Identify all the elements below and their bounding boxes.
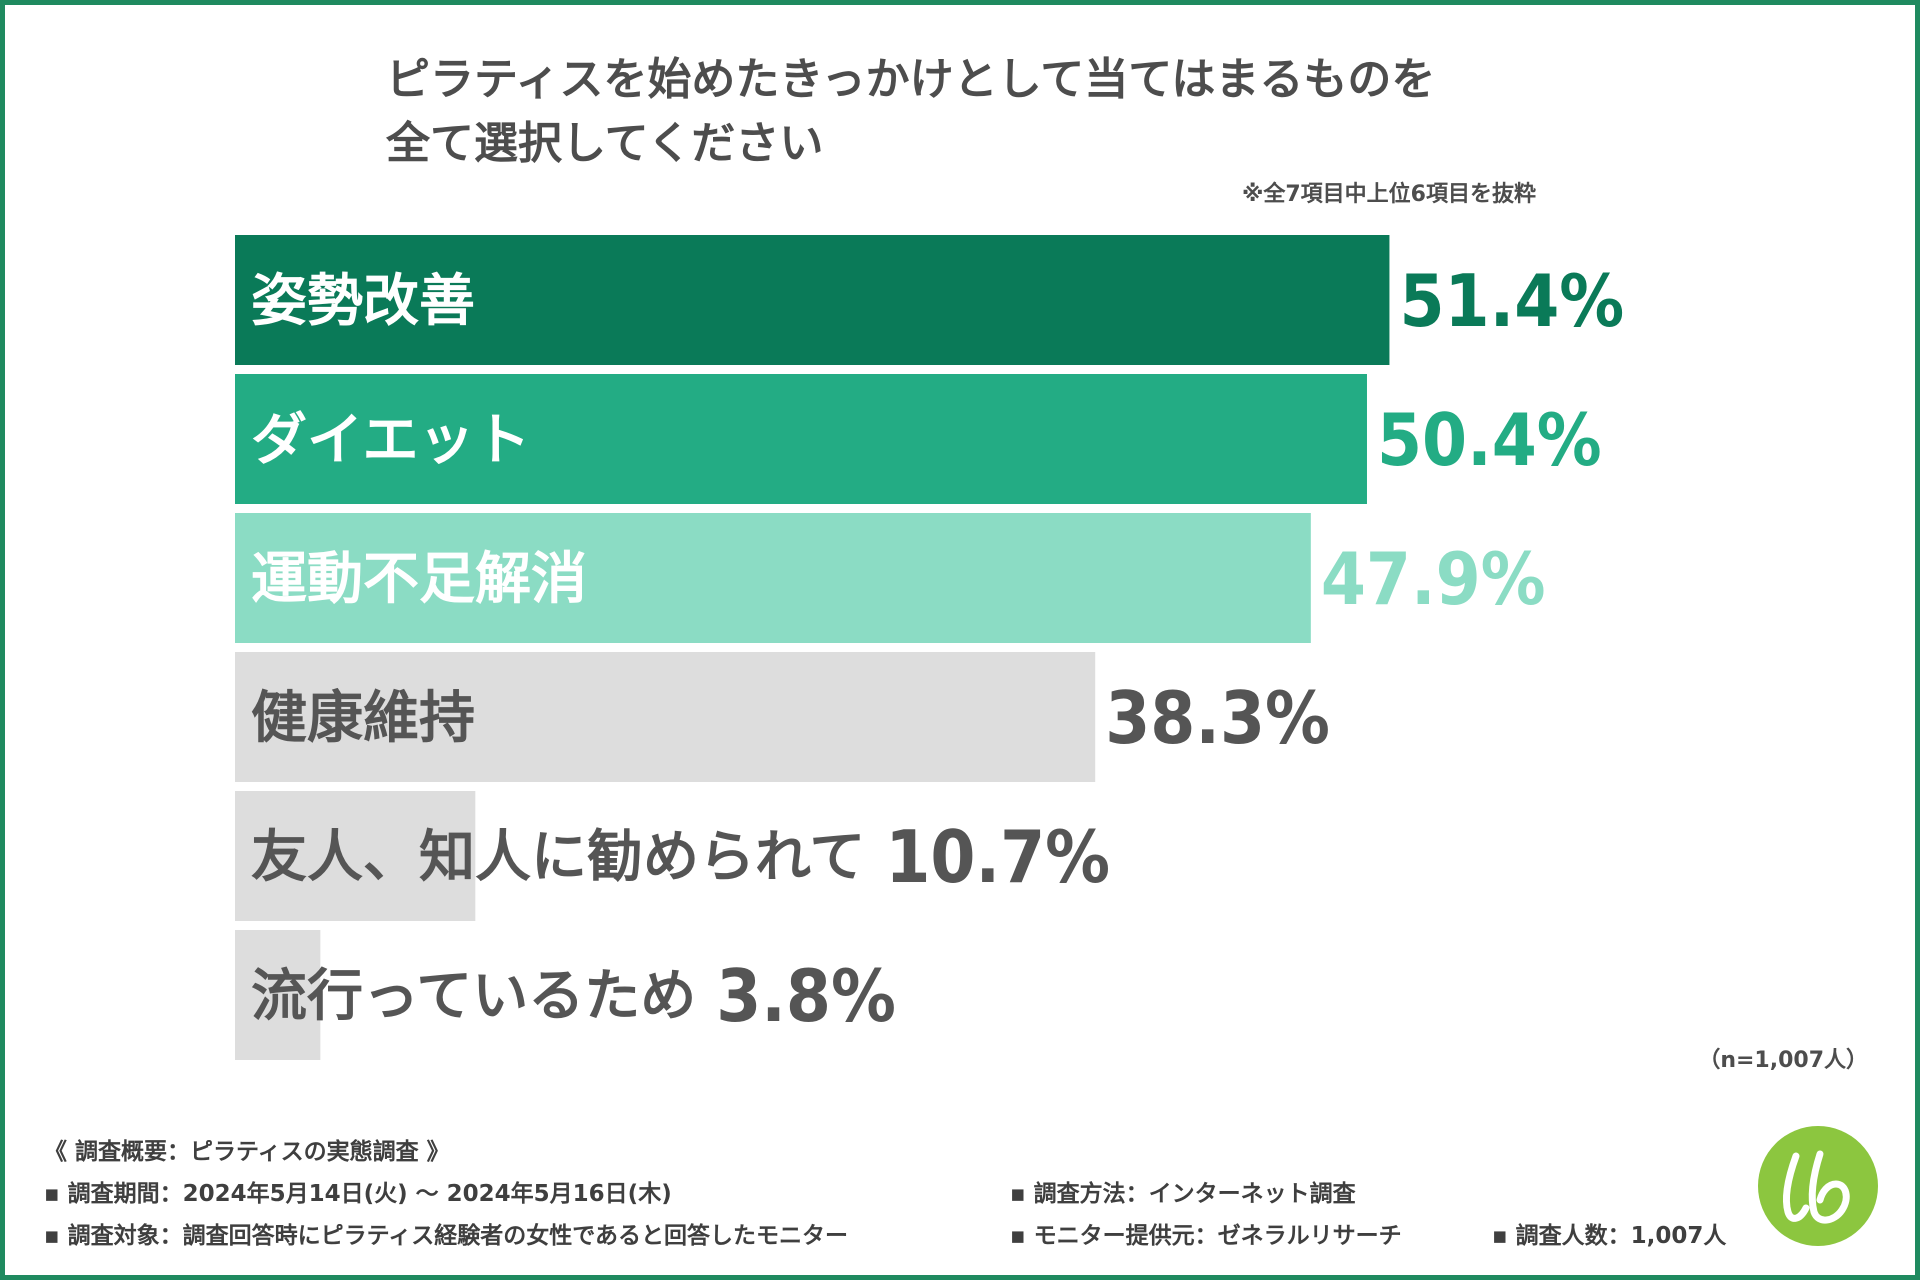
bar-4 xyxy=(235,652,1096,782)
survey-heading: 《 調査概要：ピラティスの実態調査 》 xyxy=(44,1139,450,1165)
bar-value-1: 51.4% xyxy=(1399,259,1624,343)
bar-value-2: 50.4% xyxy=(1377,398,1602,482)
brand-logo xyxy=(1758,1126,1878,1246)
chart-title: ピラティスを始めたきっかけとして当てはまるものを 全て選択してください xyxy=(386,48,1636,176)
chart-title-line-1: ピラティスを始めたきっかけとして当てはまるものを xyxy=(386,54,1436,105)
sample-size: （n=1,007人） xyxy=(1698,1048,1868,1073)
bar-value-3: 47.9% xyxy=(1321,537,1546,621)
chart-title-line-2: 全て選択してください xyxy=(386,118,824,169)
chart-note: ※全7項目中上位6項目を抜粋 xyxy=(1241,182,1536,207)
bar-label-2: ダイエット xyxy=(251,408,530,473)
brand-logo-mark xyxy=(1782,1150,1850,1224)
bar-1 xyxy=(235,235,1390,365)
bar-value-6: 3.8% xyxy=(716,954,896,1038)
survey-period: ▪ 調査期間：2024年5月14日(火) 〜 2024年5月16日(木) xyxy=(44,1181,672,1207)
bar-value-5: 10.7% xyxy=(885,815,1110,899)
survey-target: ▪ 調査対象：調査回答時にピラティス経験者の女性であると回答したモニター xyxy=(44,1223,848,1249)
bar-2 xyxy=(235,374,1367,504)
bar-5 xyxy=(235,791,476,921)
bar-label-6: 流行っているため xyxy=(251,964,696,1029)
bar-label-3: 運動不足解消 xyxy=(251,547,587,612)
bar-label-5: 友人、知人に勧められて xyxy=(251,825,865,890)
survey-method: ▪ 調査方法：インターネット調査 xyxy=(1010,1181,1356,1207)
bar-6 xyxy=(235,930,321,1060)
bar-label-4: 健康維持 xyxy=(251,686,475,751)
survey-count: ▪ 調査人数：1,007人 xyxy=(1492,1223,1727,1249)
bar-value-4: 38.3% xyxy=(1105,676,1330,760)
bar-3 xyxy=(235,513,1311,643)
survey-provider: ▪ モニター提供元：ゼネラルリサーチ xyxy=(1010,1223,1402,1249)
bar-label-1: 姿勢改善 xyxy=(251,269,475,334)
